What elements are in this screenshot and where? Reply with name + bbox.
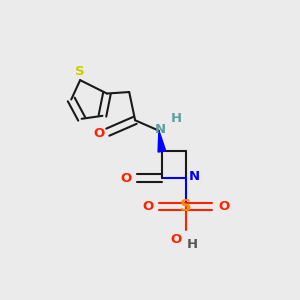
Text: H: H [171,112,182,125]
Text: O: O [170,233,182,246]
Text: N: N [155,123,166,136]
Text: S: S [180,199,191,214]
Text: O: O [142,200,153,213]
Text: S: S [75,65,85,78]
Text: O: O [93,127,104,140]
Polygon shape [158,131,166,152]
Text: O: O [218,200,229,213]
Text: O: O [121,172,132,185]
Text: N: N [189,170,200,183]
Text: H: H [187,238,198,251]
